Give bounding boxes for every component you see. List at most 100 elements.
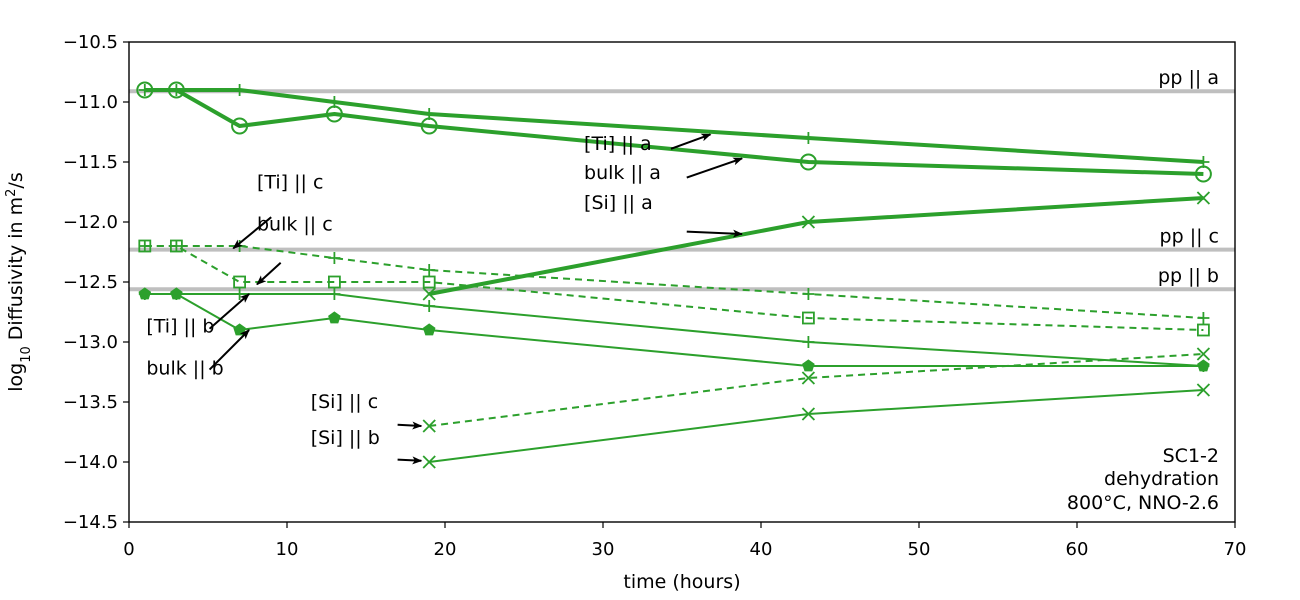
annotation-label-1: bulk || a xyxy=(584,162,661,184)
y-label-prefix: log xyxy=(5,363,27,392)
series-8 xyxy=(422,383,1211,469)
series-6-point-0 xyxy=(138,287,152,300)
series-2 xyxy=(422,191,1211,301)
annotation-arrow-0 xyxy=(670,133,712,150)
data-series xyxy=(136,81,1212,469)
series-line-5 xyxy=(144,293,1204,367)
y-tick-label-6: −11.5 xyxy=(63,152,118,173)
annotation-arrow-2 xyxy=(686,229,744,238)
series-line-1 xyxy=(144,88,1204,176)
annotation-label-5: [Ti] || b xyxy=(146,315,214,337)
series-5-point-3 xyxy=(328,288,341,300)
series-4-point-4 xyxy=(422,275,436,289)
series-4-point-1 xyxy=(169,239,183,253)
annotation-arrow-5 xyxy=(208,293,250,330)
x-tick-label-1: 10 xyxy=(276,539,299,560)
series-6-point-4 xyxy=(422,323,436,336)
series-1-point-2 xyxy=(231,117,249,135)
reference-label-1: pp || c xyxy=(1160,226,1219,248)
y-label-middle: Diffusivity in m xyxy=(5,197,27,346)
series-4-point-5 xyxy=(802,311,815,325)
y-tick-label-3: −13.0 xyxy=(63,332,118,353)
x-tick-label-0: 0 xyxy=(123,539,134,560)
series-1-point-0 xyxy=(136,81,154,99)
x-tick-label-6: 60 xyxy=(1066,539,1089,560)
y-tick-label-8: −10.5 xyxy=(63,32,118,53)
series-2-point-1 xyxy=(801,215,816,229)
annotations: [Ti] || a bulk || a [Si] || a [Ti] || c bulk… xyxy=(146,133,744,465)
series-6-point-6 xyxy=(1197,359,1210,372)
series-5-point-4 xyxy=(423,300,436,312)
y-label-suffix: /s xyxy=(5,172,27,188)
y-label-superscript: 2 xyxy=(4,189,19,197)
annotation-arrow-3 xyxy=(232,216,272,250)
series-3-point-5 xyxy=(802,288,815,300)
annotation-arrow-4 xyxy=(256,262,282,286)
annotation-arrow-8 xyxy=(397,456,423,465)
series-6-point-2 xyxy=(233,323,246,336)
reference-label-0: pp || a xyxy=(1158,67,1219,89)
series-7 xyxy=(422,347,1211,433)
annotation-label-6: bulk || b xyxy=(146,357,223,379)
y-tick-label-0: −14.5 xyxy=(63,512,118,533)
series-5-point-5 xyxy=(802,336,815,348)
series-line-4 xyxy=(144,245,1204,331)
x-axis-label: time (hours) xyxy=(623,571,740,593)
x-tick-label-5: 50 xyxy=(908,539,931,560)
x-tick-label-7: 70 xyxy=(1224,539,1247,560)
y-tick-label-7: −11.0 xyxy=(63,92,118,113)
series-4-point-0 xyxy=(138,239,152,253)
series-3-point-4 xyxy=(423,264,436,276)
y-tick-label-1: −14.0 xyxy=(63,452,118,473)
series-1-point-6 xyxy=(1194,165,1212,183)
series-8-point-1 xyxy=(801,407,816,421)
axes: 0 10 20 30 40 50 60 70 −14.5 −14.0 −13.5 −13.0 −12.5… xyxy=(63,32,1247,560)
annotation-label-4: bulk || c xyxy=(257,213,333,235)
series-0 xyxy=(138,84,1210,168)
series-5 xyxy=(138,288,1210,372)
y-tick-label-2: −13.5 xyxy=(63,392,118,413)
y-tick-label-5: −12.0 xyxy=(63,212,118,233)
y-axis-label: log10 Diffusivity in m2/s xyxy=(4,172,34,392)
annotation-label-3: [Ti] || c xyxy=(257,171,323,193)
annotation-arrow-1 xyxy=(686,157,743,179)
annotation-label-7: [Si] || c xyxy=(311,391,379,413)
series-6-point-5 xyxy=(802,359,815,372)
annotation-label-8: [Si] || b xyxy=(311,427,380,449)
annotation-label-2: [Si] || a xyxy=(584,192,653,214)
x-tick-label-3: 30 xyxy=(592,539,615,560)
series-4 xyxy=(138,239,1210,337)
series-4-point-3 xyxy=(327,275,341,289)
series-2-point-0 xyxy=(422,287,436,301)
series-6-point-3 xyxy=(328,311,341,324)
corner-caption: SC1-2 dehydration 800°C, NNO-2.6 xyxy=(1067,445,1219,514)
series-1-point-5 xyxy=(799,153,817,171)
corner-line-2: dehydration xyxy=(1104,468,1219,490)
annotation-label-0: [Ti] || a xyxy=(584,133,652,155)
series-1-point-3 xyxy=(325,105,343,123)
series-line-2 xyxy=(428,196,1204,296)
series-6-point-1 xyxy=(170,287,183,300)
x-tick-label-4: 40 xyxy=(750,539,773,560)
series-3 xyxy=(138,240,1210,324)
series-1 xyxy=(136,81,1212,183)
series-0-point-2 xyxy=(233,84,246,96)
series-2-point-2 xyxy=(1196,191,1211,205)
series-3-point-3 xyxy=(328,252,341,264)
y-tick-label-4: −12.5 xyxy=(63,272,118,293)
series-8-point-2 xyxy=(1196,383,1211,397)
reference-lines: pp || a pp || c pp || b xyxy=(129,67,1235,292)
series-1-point-4 xyxy=(420,117,438,135)
series-4-point-2 xyxy=(233,275,247,289)
annotation-arrow-6 xyxy=(208,329,250,371)
series-8-point-0 xyxy=(422,455,436,469)
series-0-point-5 xyxy=(802,132,815,144)
y-label-subscript: 10 xyxy=(19,346,34,363)
annotation-arrow-7 xyxy=(397,421,423,430)
series-4-point-6 xyxy=(1197,323,1210,337)
series-7-point-0 xyxy=(422,419,436,433)
series-7-point-2 xyxy=(1196,347,1211,361)
series-7-point-1 xyxy=(801,371,816,385)
corner-line-3: 800°C, NNO-2.6 xyxy=(1067,492,1219,514)
